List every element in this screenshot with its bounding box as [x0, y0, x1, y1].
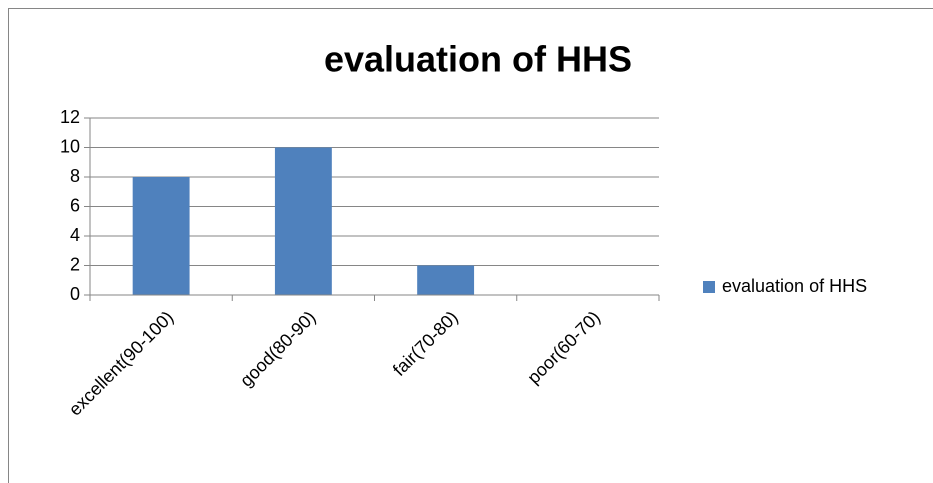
bar	[274, 147, 332, 295]
y-tick-label: 8	[70, 166, 80, 186]
y-tick-label: 0	[70, 284, 80, 304]
y-tick-label: 4	[70, 225, 80, 245]
y-tick-label: 12	[60, 107, 80, 127]
x-tick-label: fair(70-80)	[389, 307, 462, 380]
chart-title: evaluation of HHS	[324, 39, 632, 80]
bar	[417, 265, 475, 295]
legend-swatch	[703, 281, 715, 293]
x-tick-label: poor(60-70)	[523, 307, 604, 388]
y-tick-label: 6	[70, 195, 80, 215]
x-tick-label: good(80-90)	[236, 307, 319, 390]
chart-border	[8, 8, 933, 483]
x-tick-label: excellent(90-100)	[65, 307, 177, 419]
bar	[132, 177, 190, 295]
y-tick-label: 10	[60, 136, 80, 156]
y-tick-label: 2	[70, 254, 80, 274]
legend-label: evaluation of HHS	[722, 276, 867, 296]
